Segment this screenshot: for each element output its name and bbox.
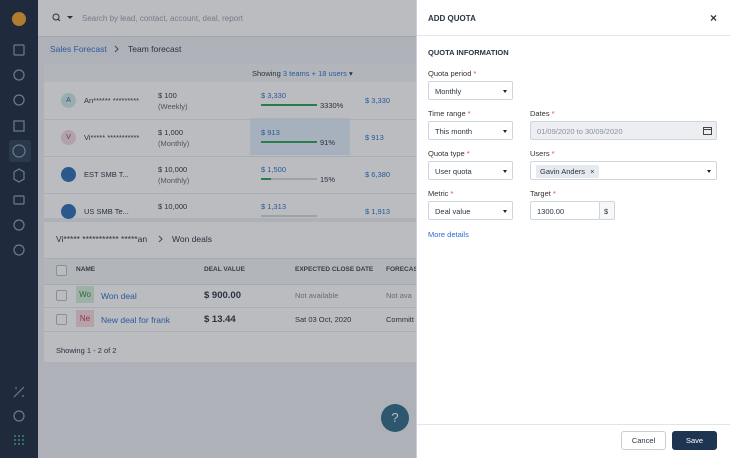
breadcrumb-current: Team forecast bbox=[128, 44, 182, 54]
field-label: Quota period * bbox=[428, 69, 477, 78]
field-label: Users * bbox=[530, 149, 555, 158]
field-label: Dates * bbox=[530, 109, 555, 118]
close-button[interactable]: × bbox=[710, 11, 718, 25]
progress-track bbox=[261, 178, 317, 180]
row-name[interactable]: Vi***** *********** bbox=[84, 133, 140, 142]
forecast-card: Showing 3 teams + 18 users ▾ A An****** *… bbox=[44, 64, 416, 219]
close-date: Sat 03 Oct, 2020 bbox=[295, 315, 352, 324]
deals-panel: Vi***** *********** *****an Won deals Sh… bbox=[44, 222, 422, 362]
target: $ 100 bbox=[158, 91, 177, 100]
progress-track bbox=[261, 215, 317, 217]
team-avatar bbox=[61, 167, 76, 182]
target: $ 10,000 bbox=[158, 165, 188, 174]
achieved[interactable]: $ 1,313 bbox=[261, 202, 287, 211]
field-label: Quota type * bbox=[428, 149, 470, 158]
modal-overlay[interactable] bbox=[0, 0, 416, 458]
percent: 3330% bbox=[320, 101, 344, 110]
quota-type-select[interactable]: User quota bbox=[428, 161, 513, 180]
progress-bar bbox=[261, 104, 317, 106]
period: (Monthly) bbox=[158, 176, 190, 185]
achieved[interactable]: $ 3,330 bbox=[261, 91, 287, 100]
field-label: Time range * bbox=[428, 109, 471, 118]
cancel-button[interactable]: Cancel bbox=[621, 431, 666, 450]
deal-avatar: Wo bbox=[76, 286, 94, 303]
chevron bbox=[158, 235, 163, 243]
deal-value: $ 13.44 bbox=[204, 314, 236, 325]
column-header[interactable]: NAME bbox=[76, 266, 96, 273]
quota-period-select[interactable]: Monthly bbox=[428, 81, 513, 100]
period: (Monthly) bbox=[158, 139, 190, 148]
total[interactable]: $ 6,380 bbox=[365, 170, 391, 179]
avatar: A bbox=[61, 93, 76, 108]
percent: 91% bbox=[320, 138, 336, 147]
users-select[interactable]: Gavin Anders × bbox=[530, 161, 717, 180]
row-name[interactable]: An****** ********* bbox=[84, 96, 140, 105]
column-header[interactable]: FORECAST bbox=[386, 266, 422, 273]
close-date: Not available bbox=[295, 291, 339, 300]
drawer-title: ADD QUOTA bbox=[428, 14, 476, 23]
sidebar bbox=[0, 0, 38, 458]
team-avatar bbox=[61, 204, 76, 219]
pagination-info: Showing 1 - 2 of 2 bbox=[56, 346, 117, 355]
search-input[interactable]: Search by lead, contact, account, deal, … bbox=[82, 14, 243, 23]
user-chip: Gavin Anders × bbox=[536, 165, 599, 178]
total[interactable]: $ 3,330 bbox=[365, 96, 391, 105]
progress-bar bbox=[261, 178, 271, 180]
calendar-icon bbox=[703, 127, 712, 135]
row-name[interactable]: US SMB Te... bbox=[84, 207, 129, 216]
row-name[interactable]: EST SMB T... bbox=[84, 170, 129, 179]
showing-text: Showing 3 teams + 18 users ▾ bbox=[252, 69, 353, 78]
search-icon bbox=[52, 13, 73, 22]
breadcrumb-link[interactable]: Sales Forecast bbox=[50, 44, 107, 54]
add-quota-drawer: ADD QUOTA × QUOTA INFORMATION Quota peri… bbox=[416, 0, 730, 458]
showing-label: Showing bbox=[252, 69, 281, 78]
time-range-select[interactable]: This month bbox=[428, 121, 513, 140]
save-button[interactable]: Save bbox=[672, 431, 717, 450]
checkbox[interactable] bbox=[56, 265, 67, 276]
percent: 15% bbox=[320, 175, 336, 184]
row-divider bbox=[44, 156, 416, 157]
checkbox[interactable] bbox=[56, 290, 67, 301]
chevron bbox=[114, 45, 119, 53]
row-divider bbox=[44, 331, 416, 332]
currency-addon: $ bbox=[599, 201, 615, 220]
help-button[interactable]: ? bbox=[381, 404, 409, 432]
achieved[interactable]: $ 1,500 bbox=[261, 165, 287, 174]
achieved[interactable]: $ 913 bbox=[261, 128, 280, 137]
deal-name[interactable]: Won deal bbox=[101, 291, 137, 301]
deals-title: Won deals bbox=[172, 234, 213, 244]
target-input[interactable]: 1300.00 bbox=[530, 201, 600, 220]
total[interactable]: $ 913 bbox=[365, 133, 384, 142]
target: $ 10,000 bbox=[158, 202, 188, 211]
deal-name[interactable]: New deal for frank bbox=[101, 315, 170, 325]
progress-bar bbox=[261, 141, 317, 143]
field-label: Metric * bbox=[428, 189, 454, 198]
selected-cell bbox=[250, 118, 350, 155]
dates-input: 01/09/2020 to 30/09/2020 bbox=[530, 121, 717, 140]
checkbox[interactable] bbox=[56, 314, 67, 325]
column-header[interactable]: EXPECTED CLOSE DATE bbox=[295, 266, 374, 273]
showing-link[interactable]: 3 teams + 18 users bbox=[282, 69, 347, 78]
forecast-category: Not ava bbox=[386, 291, 412, 300]
total[interactable]: $ 1,913 bbox=[365, 207, 391, 216]
more-details-link[interactable]: More details bbox=[428, 230, 469, 239]
section-title: QUOTA INFORMATION bbox=[428, 48, 509, 57]
field-label: Target * bbox=[530, 189, 556, 198]
row-divider bbox=[44, 193, 416, 194]
deal-value: $ 900.00 bbox=[204, 290, 241, 301]
row-divider bbox=[44, 119, 416, 120]
column-header[interactable]: DEAL VALUE bbox=[204, 266, 245, 273]
top-bar bbox=[38, 0, 416, 37]
chip-remove[interactable]: × bbox=[590, 167, 595, 176]
metric-select[interactable]: Deal value bbox=[428, 201, 513, 220]
avatar: V bbox=[61, 130, 76, 145]
period: (Weekly) bbox=[158, 102, 188, 111]
forecast-category: Committ bbox=[386, 315, 414, 324]
deals-owner: Vi***** *********** *****an bbox=[56, 234, 148, 244]
row-divider bbox=[44, 307, 416, 308]
target: $ 1,000 bbox=[158, 128, 184, 137]
deal-avatar: Ne bbox=[76, 310, 94, 327]
